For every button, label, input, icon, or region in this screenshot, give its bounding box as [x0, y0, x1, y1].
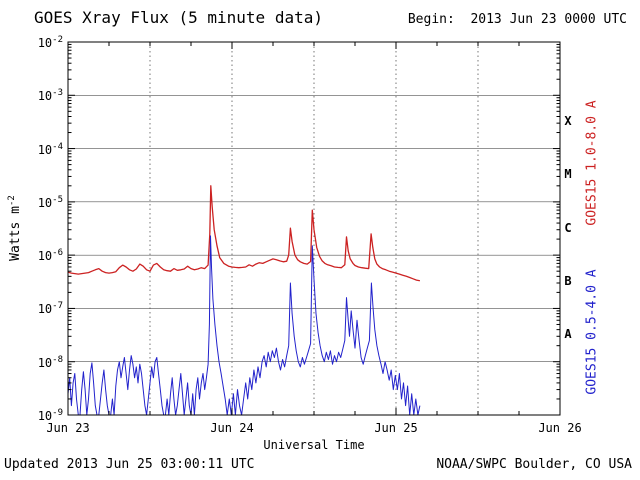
x-tick-label: Jun 24: [210, 421, 254, 435]
updated-timestamp: Updated 2013 Jun 25 03:00:11 UTC: [4, 457, 255, 472]
y-tick-label: 10-5: [37, 194, 63, 210]
y-axis-title-text: Watts m: [8, 206, 24, 261]
y-tick-label: 10-3: [37, 88, 63, 104]
y-tick-label: 10-4: [37, 141, 63, 157]
flux-class-label: B: [564, 273, 572, 288]
y-tick-label: 10-9: [37, 408, 63, 423]
y-tick-label: 10-6: [37, 248, 63, 264]
series-label-short-channel: GOES15 0.5-4.0 A: [584, 269, 600, 395]
flux-class-label: M: [564, 167, 572, 182]
credit-label: NOAA/SWPC Boulder, CO USA: [436, 457, 632, 472]
flux-class-label: A: [564, 327, 572, 342]
y-tick-label: 10-8: [37, 354, 63, 370]
y-tick-label: 10-2: [37, 35, 63, 50]
x-tick-label: Jun 25: [374, 421, 418, 435]
y-axis-title-exponent: -2: [6, 195, 17, 207]
x-tick-label: Jun 23: [46, 421, 90, 435]
flux-class-label: X: [564, 113, 572, 128]
y-tick-label: 10-7: [37, 301, 63, 317]
series-label-long-channel: GOES15 1.0-8.0 A: [584, 100, 600, 226]
flux-class-label: C: [564, 220, 572, 235]
begin-time-label: Begin: 2013 Jun 23 0000 UTC: [407, 12, 627, 27]
x-tick-label: Jun 26: [538, 421, 582, 435]
page-title: GOES Xray Flux (5 minute data): [34, 8, 323, 27]
y-axis-title: Watts m-2: [7, 195, 23, 261]
x-axis-title: Universal Time: [263, 438, 365, 452]
